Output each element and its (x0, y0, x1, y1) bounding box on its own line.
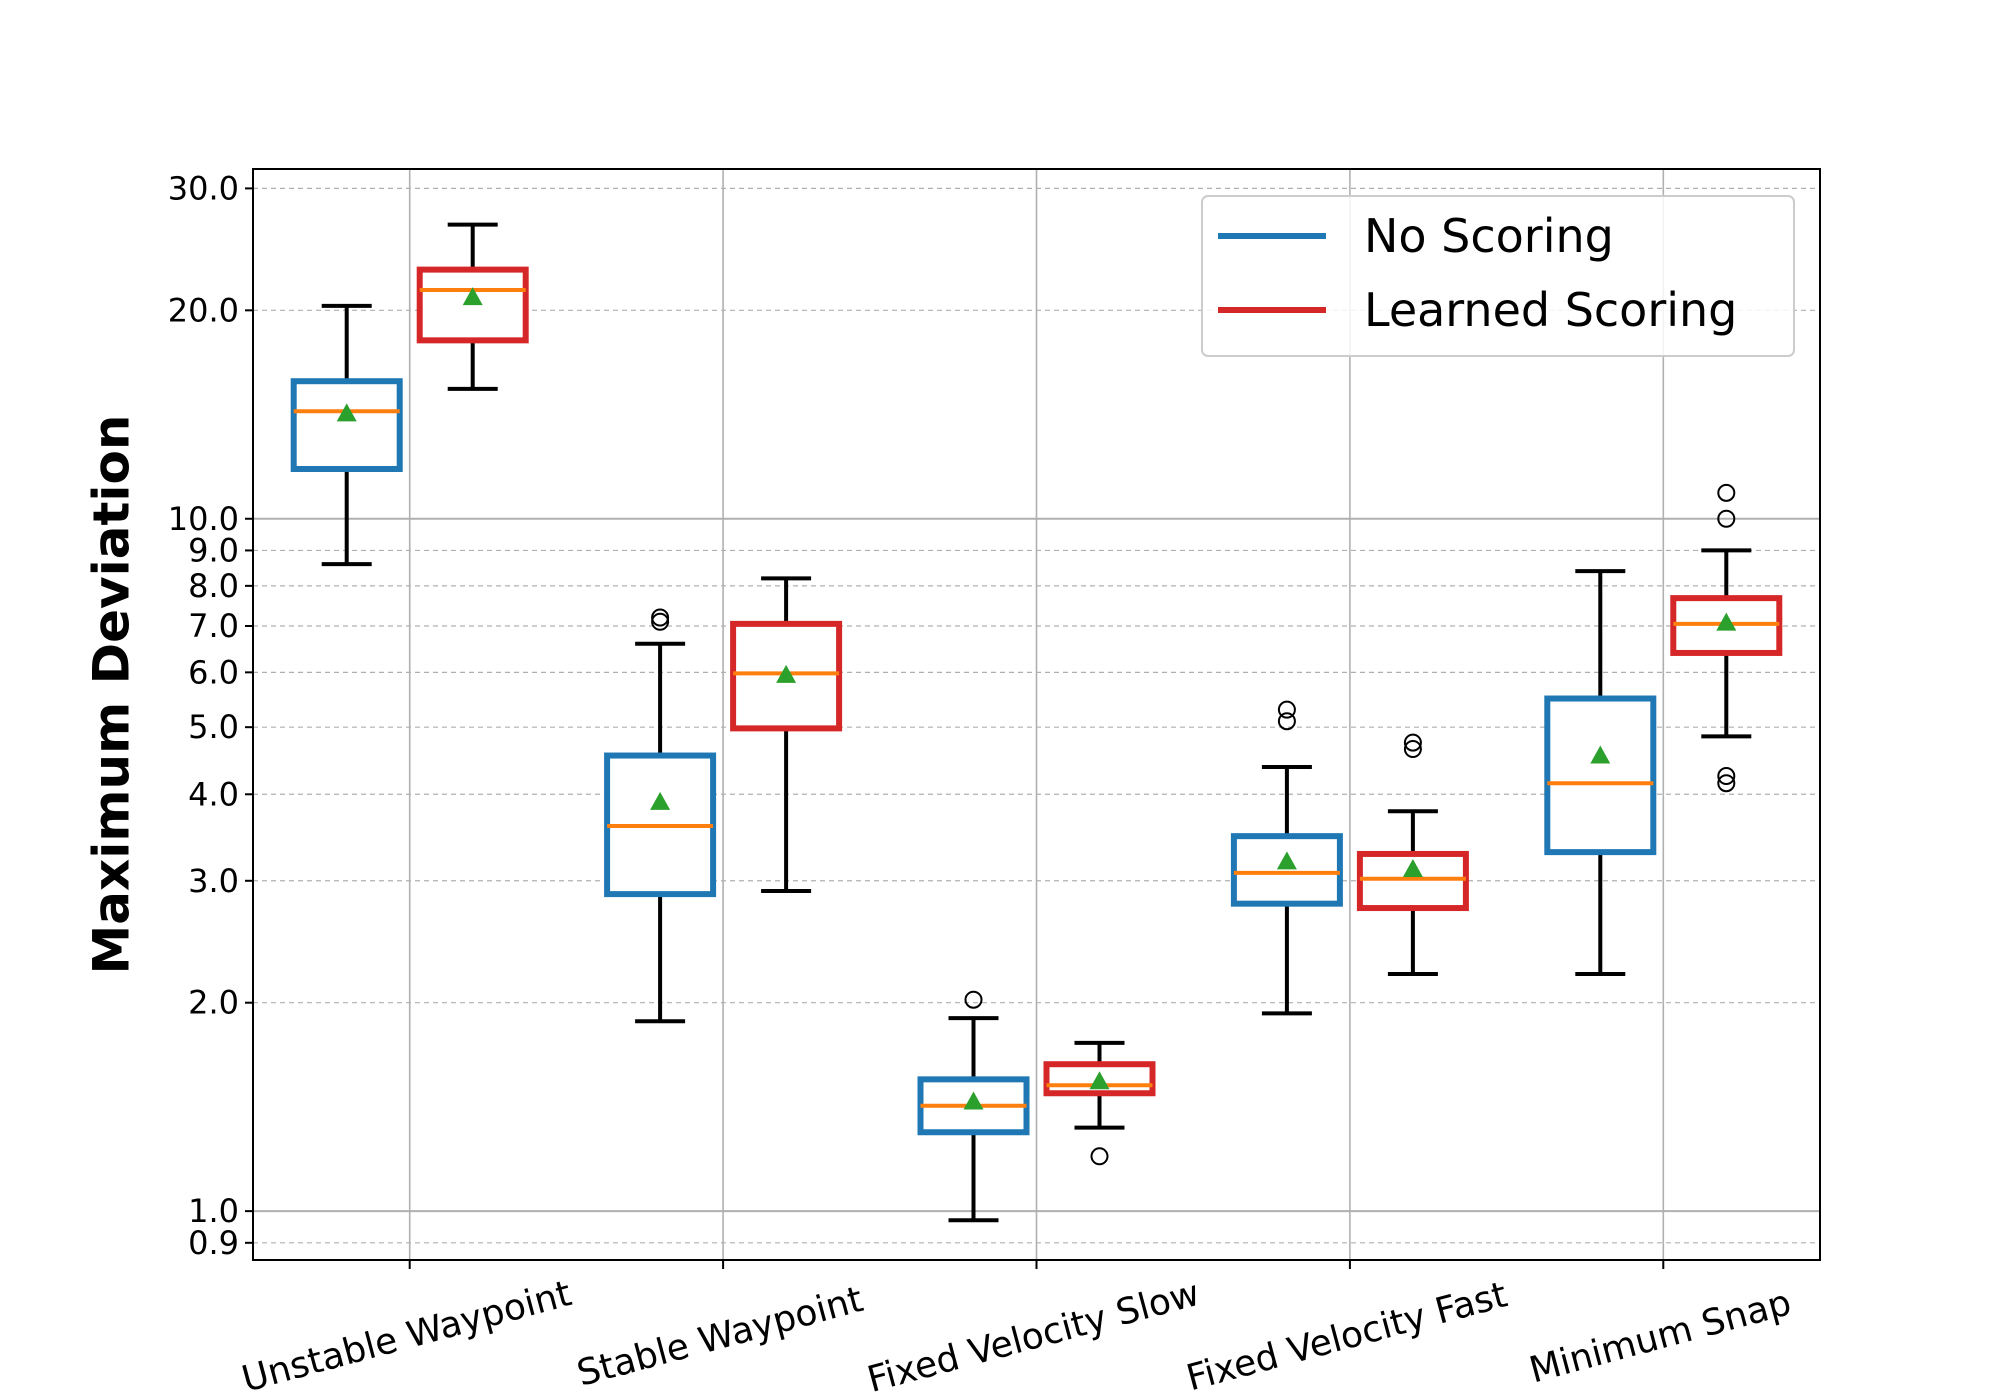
box-group (1356, 733, 1469, 977)
outlier-point (1717, 774, 1736, 793)
box-group (917, 990, 1030, 1223)
box (1544, 695, 1657, 856)
category-label: Fixed Velocity Slow (863, 1273, 1204, 1400)
outlier-point (1403, 740, 1422, 759)
box-layer (290, 222, 1783, 1223)
y-tick-label: 30.0 (168, 169, 239, 207)
category-label: Fixed Velocity Fast (1182, 1274, 1511, 1399)
y-tick-label: 10.0 (168, 500, 239, 538)
outlier-point (651, 608, 670, 627)
y-tick-label: 8.0 (188, 567, 239, 605)
box-group (416, 222, 529, 391)
y-tick-label: 2.0 (188, 984, 239, 1022)
outlier-point (1277, 700, 1296, 719)
y-tick-label: 20.0 (168, 291, 239, 329)
outlier-point (1717, 483, 1736, 502)
y-axis-label: Maximum Deviation (83, 415, 141, 975)
box-group (604, 608, 717, 1024)
box (1230, 833, 1343, 907)
category-label: Minimum Snap (1525, 1282, 1795, 1391)
outlier-point (1277, 712, 1296, 731)
y-tick-label: 5.0 (188, 708, 239, 746)
y-tick-label: 1.0 (188, 1192, 239, 1230)
mean-marker (1402, 858, 1423, 877)
box-group (730, 576, 843, 893)
box-group (1043, 1040, 1156, 1166)
outlier-point (964, 990, 983, 1009)
mean-marker (776, 664, 797, 683)
mean-marker (1590, 745, 1611, 764)
mean-marker (336, 403, 357, 422)
box-group (1230, 700, 1343, 1016)
category-label: Stable Waypoint (573, 1279, 868, 1395)
box-group (290, 303, 403, 567)
y-tick-label: 9.0 (188, 531, 239, 569)
mean-marker (650, 791, 671, 810)
box-group (1544, 569, 1657, 977)
y-tick-label: 7.0 (188, 607, 239, 645)
box (290, 378, 403, 472)
box-group (1670, 483, 1783, 793)
y-tick-label: 6.0 (188, 653, 239, 691)
outlier-point (651, 612, 670, 631)
category-label: Unstable Waypoint (238, 1273, 576, 1400)
mean-marker (1089, 1071, 1110, 1090)
legend-frame (1201, 195, 1795, 357)
legend-label-learned-scoring: Learned Scoring (1364, 283, 1737, 337)
legend: No Scoring Learned Scoring (1201, 195, 1795, 357)
outlier-point (1717, 509, 1736, 528)
outlier-point (1090, 1147, 1109, 1166)
y-tick-label: 3.0 (188, 862, 239, 900)
outlier-point (1717, 767, 1736, 786)
y-tick-label: 0.9 (188, 1224, 239, 1262)
outlier-point (1403, 733, 1422, 752)
y-tick-label: 4.0 (188, 775, 239, 813)
mean-marker (1716, 612, 1737, 631)
mean-marker (963, 1091, 984, 1110)
mean-marker (1276, 851, 1297, 870)
mean-marker (462, 287, 483, 306)
plot-frame (252, 168, 1821, 1261)
legend-label-no-scoring: No Scoring (1364, 209, 1614, 263)
